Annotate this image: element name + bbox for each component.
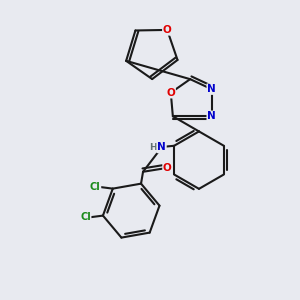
Text: O: O — [163, 25, 172, 35]
Text: Cl: Cl — [80, 212, 91, 222]
Text: N: N — [157, 142, 166, 152]
Text: N: N — [207, 111, 216, 121]
Text: Cl: Cl — [90, 182, 101, 192]
Text: O: O — [167, 88, 175, 98]
Text: H: H — [149, 143, 157, 152]
Text: N: N — [207, 84, 216, 94]
Text: O: O — [163, 164, 172, 173]
